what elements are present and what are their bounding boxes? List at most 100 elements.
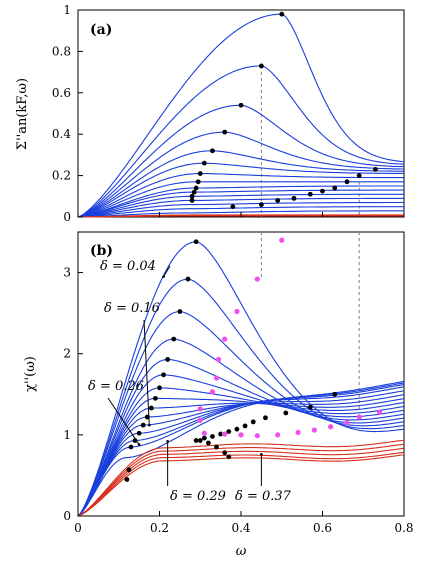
- y-tick-label-a: 1: [63, 3, 71, 17]
- panel-b-magenta-point: [234, 308, 240, 315]
- panel-a-marker: [373, 166, 378, 172]
- panel-b-hump-marker: [234, 426, 240, 432]
- y-tick-label-b: 2: [63, 347, 71, 361]
- panel-a-ylabel: Σ''an(kF,ω): [15, 78, 30, 150]
- y-tick-label-a: 0.8: [52, 44, 71, 58]
- panel-a-marker: [222, 129, 228, 135]
- panel-a-marker: [356, 173, 362, 179]
- panel-b-peak-marker: [136, 430, 142, 436]
- panel-b-annotation: δ = 0.37: [235, 489, 292, 504]
- panel-a-marker: [275, 198, 281, 203]
- panel-b-annotation: δ = 0.16: [104, 301, 160, 316]
- panel-b-series-line: [77, 278, 405, 517]
- panel-b-hump-marker: [222, 450, 228, 456]
- panel-b-label: (b): [90, 243, 113, 259]
- y-tick-label-a: 0.2: [52, 169, 71, 183]
- panel-b-hump-marker: [201, 435, 207, 441]
- panel-a-series-line: [77, 13, 405, 218]
- panel-a-marker: [307, 191, 313, 197]
- panel-b-series-line: [77, 387, 405, 517]
- panel-b-annotation-arrowhead: [162, 275, 165, 278]
- panel-b-peak-marker: [161, 372, 166, 378]
- panel-b-magenta-point: [238, 432, 244, 438]
- panel-b-magenta-point: [197, 417, 203, 423]
- panel-a-marker: [210, 148, 215, 154]
- x-tick-label-b: 0.4: [231, 521, 250, 535]
- panel-b-peak-marker: [124, 477, 130, 482]
- panel-a-series-line: [77, 162, 404, 218]
- panel-b-hump-marker: [214, 444, 219, 450]
- panel-b-series-line: [77, 311, 405, 517]
- panel-a-marker: [189, 193, 195, 199]
- panel-b-hump-marker: [226, 429, 232, 435]
- panel-a-marker: [238, 102, 244, 108]
- panel-a-marker: [197, 171, 203, 176]
- panel-a-series-line: [77, 150, 405, 218]
- panel-a-series-line: [77, 189, 404, 218]
- panel-a-label: (a): [90, 22, 112, 38]
- panel-b-peak-marker: [153, 395, 158, 401]
- panel-b-hump-marker: [226, 454, 232, 460]
- panel-a-series-line: [77, 65, 405, 218]
- panel-b-hump-marker: [197, 438, 203, 443]
- panel-a-series-line: [77, 197, 404, 218]
- panel-a-marker: [320, 188, 325, 194]
- panel-b-hump-marker: [193, 438, 199, 443]
- panel-a-series-line: [77, 206, 404, 218]
- panel-b-magenta-point: [197, 406, 203, 412]
- panel-a-series-line: [77, 185, 404, 218]
- panel-a-marker: [291, 195, 297, 201]
- panel-b-magenta-point: [311, 427, 317, 433]
- panel-a-marker: [258, 63, 264, 69]
- panel-b-peak-marker: [177, 309, 183, 314]
- panel-b-peak-marker: [193, 239, 199, 245]
- panel-b-peak-marker: [165, 356, 171, 362]
- panel-b-peak-marker: [128, 444, 134, 450]
- panel-b-annotation-arrowhead: [260, 453, 263, 456]
- panel-b-peak-marker: [171, 336, 177, 342]
- x-tick-label-b: 0.8: [394, 521, 413, 535]
- panel-b-series-line: [77, 447, 405, 517]
- panel-b-magenta-point: [328, 424, 334, 430]
- panel-b-annotation: δ = 0.29: [170, 489, 226, 504]
- panel-a-series-line: [77, 172, 404, 218]
- panel-a-marker: [189, 198, 195, 203]
- panel-b-annotation-arrow: [163, 265, 171, 277]
- panel-a-marker: [201, 160, 207, 166]
- panel-b-series-line: [77, 383, 405, 517]
- panel-b-hump-marker: [250, 419, 256, 425]
- panel-b-annotation-arrow: [143, 319, 150, 426]
- panel-b-annotation: δ = 0.26: [88, 379, 144, 394]
- y-tick-label-b: 3: [63, 266, 71, 280]
- panel-b-series-line: [77, 451, 405, 517]
- panel-a-marker: [230, 204, 236, 210]
- panel-b-peak-marker: [132, 438, 138, 443]
- y-tick-label-b: 0: [63, 509, 71, 523]
- panel-a-series-line: [77, 181, 404, 218]
- panel-b-ylabel: χ''(ω): [23, 356, 38, 392]
- panel-b-series-line: [77, 358, 405, 517]
- panel-a-marker: [191, 189, 197, 195]
- panel-b-series-line: [77, 454, 405, 517]
- panel-a-series-line: [77, 131, 404, 218]
- panel-b-magenta-point: [356, 414, 362, 420]
- panel-b-hump-marker: [206, 440, 211, 446]
- panel-b-hump-marker: [210, 434, 215, 439]
- panel-b-peak-marker: [140, 422, 146, 428]
- panel-b-magenta-point: [254, 276, 260, 282]
- panel-b-peak-marker: [157, 385, 162, 391]
- panel-b-annotation: δ = 0.04: [100, 259, 156, 274]
- panel-b-xlabel: ω: [236, 544, 247, 559]
- panel-b-magenta-point: [344, 420, 350, 426]
- panel-b-annotation-arrowhead: [137, 443, 141, 446]
- panel-b-hump-marker: [263, 415, 268, 421]
- panel-b-series-line: [77, 443, 405, 517]
- panel-a-series-line: [77, 201, 404, 218]
- panel-b-series-line: [77, 397, 405, 517]
- panel-b-magenta-point: [213, 375, 220, 381]
- panel-b-magenta-point: [279, 237, 285, 243]
- panel-b-annotation-arrow: [107, 397, 140, 445]
- panel-b-series-line: [77, 338, 405, 517]
- panel-b-magenta-point: [376, 409, 383, 415]
